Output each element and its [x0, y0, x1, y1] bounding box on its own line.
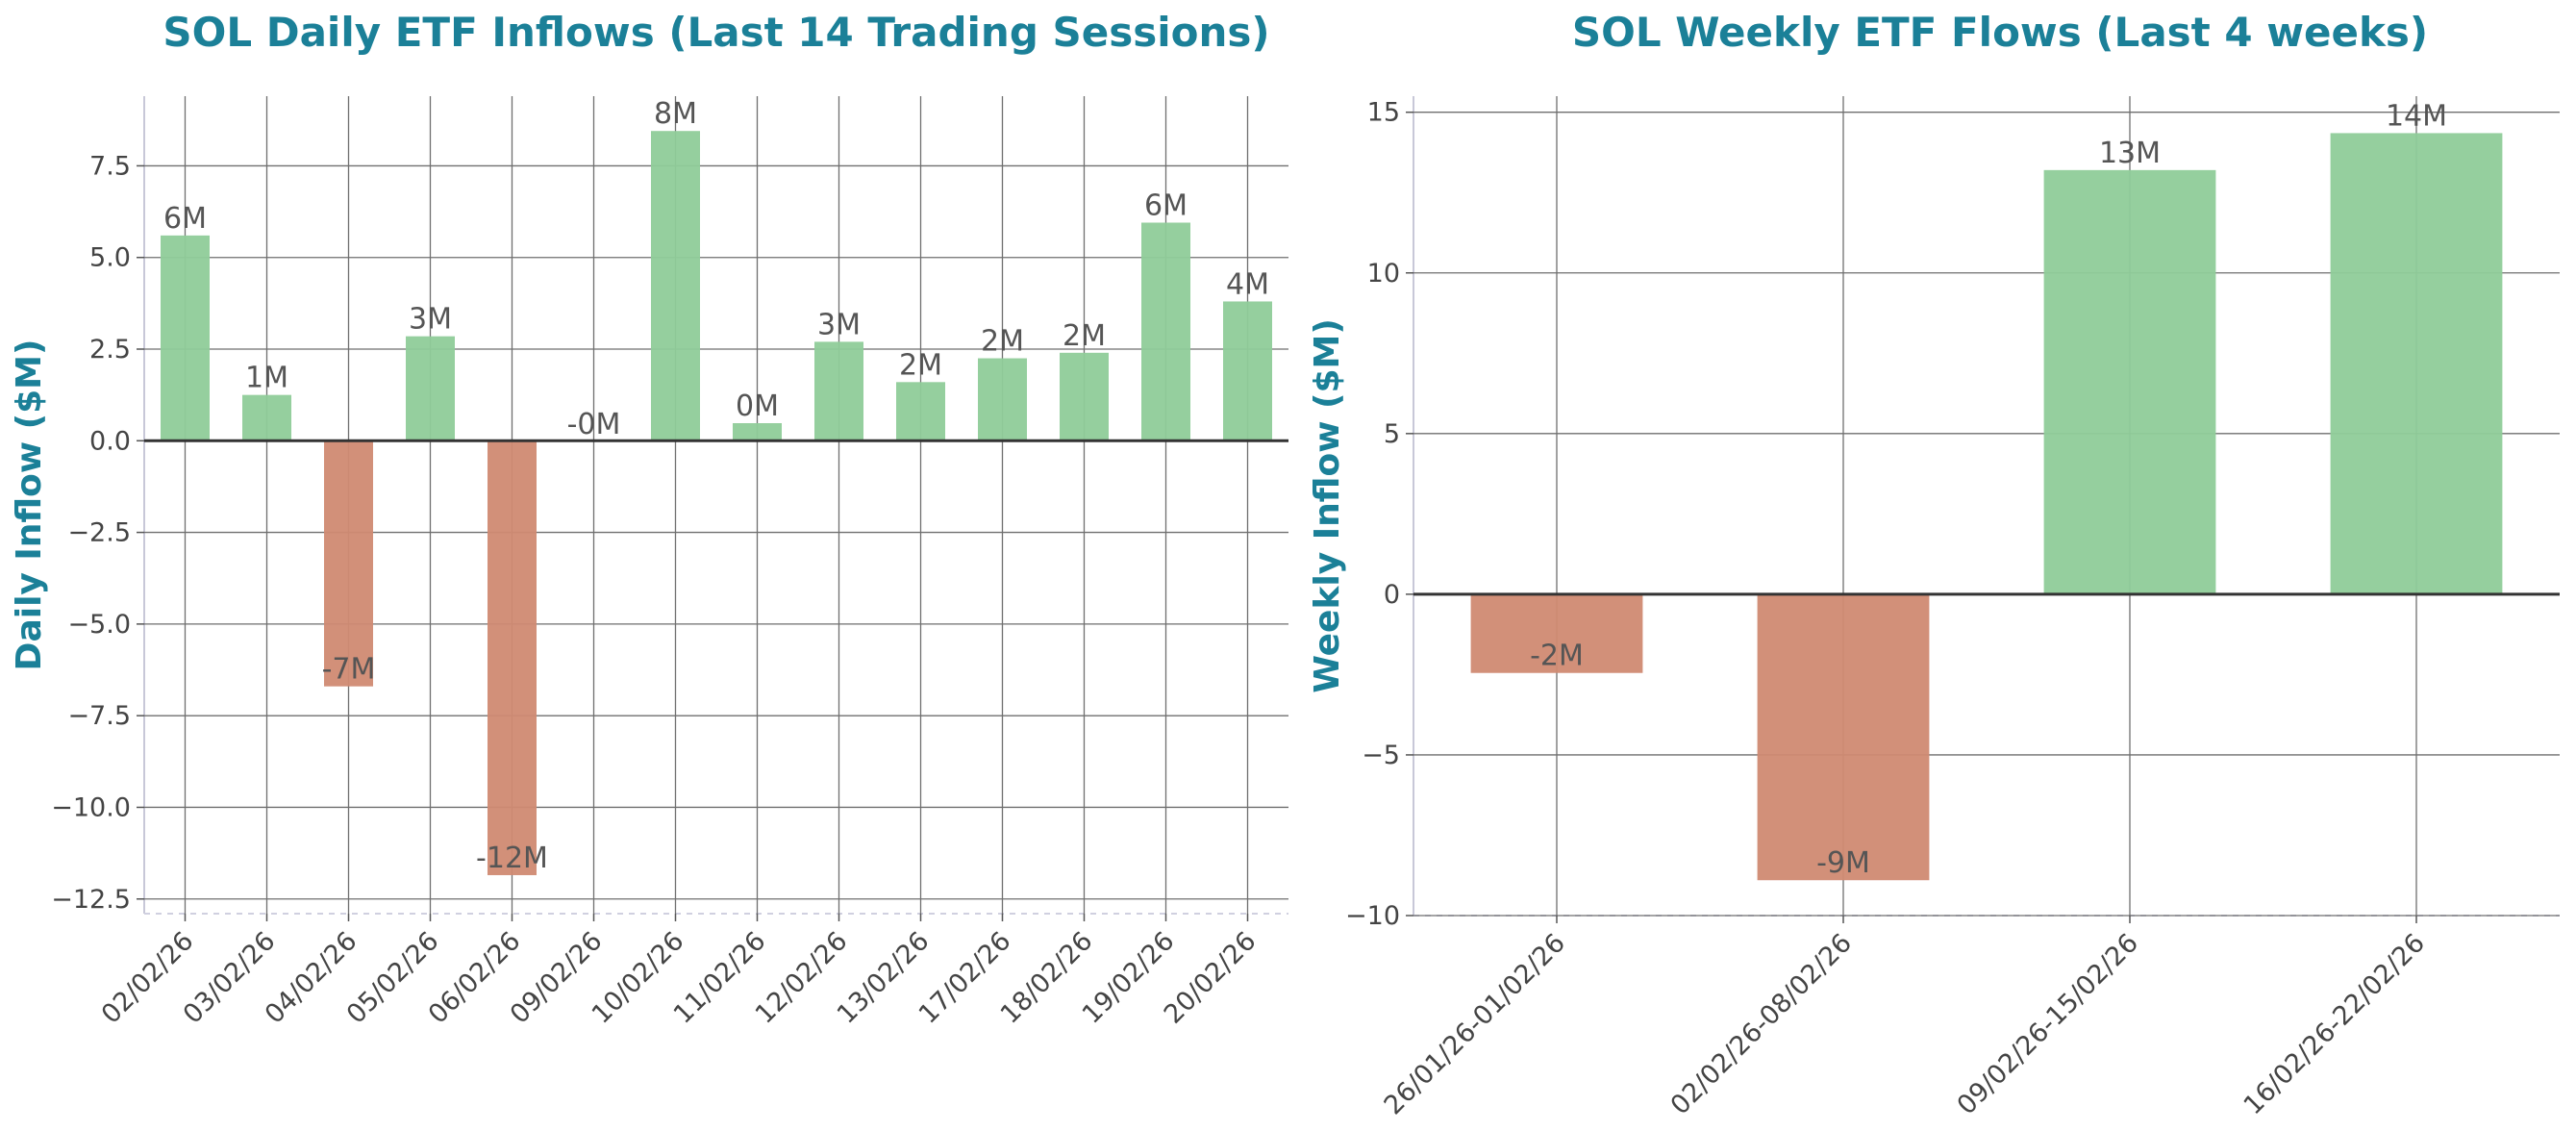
- data-label: -9M: [1816, 846, 1870, 880]
- data-label: 6M: [163, 202, 207, 236]
- y-tick-label: 10: [1367, 259, 1400, 289]
- y-tick-label: −2.5: [67, 518, 131, 548]
- y-tick-label: −12.5: [51, 885, 131, 915]
- data-label: 3M: [409, 303, 452, 337]
- data-label: 2M: [899, 348, 942, 382]
- y-tick-label: 15: [1367, 98, 1400, 128]
- bar-03/02/26: [242, 394, 291, 441]
- bar-26/01/26-01/02/26: [1470, 593, 1643, 673]
- bar-19/02/26: [1141, 222, 1190, 441]
- x-tick-label: 09/02/26-15/02/26: [1952, 928, 2144, 1120]
- y-tick-label: −10.0: [51, 792, 131, 822]
- y-tick-label: 0.0: [89, 426, 131, 456]
- x-tick-label: 16/02/26-22/02/26: [2238, 928, 2431, 1120]
- bar-06/02/26: [488, 440, 537, 875]
- chart-title: SOL Weekly ETF Flows (Last 4 weeks): [1572, 9, 2428, 56]
- bar-11/02/26: [733, 423, 782, 441]
- data-label: 2M: [1063, 319, 1106, 353]
- x-tick-label: 26/01/26-01/02/26: [1379, 928, 1571, 1120]
- y-tick-label: 5.0: [89, 243, 131, 273]
- data-label: 1M: [245, 362, 288, 395]
- bar-17/02/26: [978, 358, 1027, 441]
- data-label: -7M: [322, 653, 376, 687]
- bar-13/02/26: [896, 382, 945, 441]
- bar-12/02/26: [814, 341, 863, 441]
- bar-05/02/26: [406, 336, 455, 441]
- bar-10/02/26: [651, 131, 700, 441]
- bar-04/02/26: [324, 440, 373, 687]
- bar-02/02/26-08/02/26: [1757, 593, 1930, 881]
- y-tick-label: −7.5: [67, 701, 131, 731]
- y-tick-label: −5.0: [67, 610, 131, 640]
- data-label: 8M: [654, 97, 697, 131]
- y-tick-label: 5: [1384, 419, 1400, 449]
- bar-20/02/26: [1223, 301, 1272, 441]
- bar-18/02/26: [1060, 352, 1109, 441]
- chart-title: SOL Daily ETF Inflows (Last 14 Trading S…: [163, 9, 1269, 56]
- daily-inflows-chart: SOL Daily ETF Inflows (Last 14 Trading S…: [10, 9, 1288, 1030]
- y-axis-label: Daily Inflow ($M): [10, 339, 49, 671]
- y-tick-label: −5: [1362, 741, 1400, 770]
- bar-16/02/26-22/02/26: [2330, 133, 2503, 594]
- y-axis-label: Weekly Inflow ($M): [1308, 318, 1347, 693]
- weekly-flows-chart: SOL Weekly ETF Flows (Last 4 weeks) Weekl…: [1308, 9, 2560, 1120]
- y-tick-label: 2.5: [89, 335, 131, 364]
- data-label: 14M: [2386, 99, 2447, 133]
- data-label: -2M: [1530, 640, 1584, 673]
- data-label: 3M: [817, 308, 861, 341]
- y-tick-label: 7.5: [89, 151, 131, 181]
- data-label: -0M: [567, 408, 621, 441]
- x-tick-label: 02/02/26-08/02/26: [1665, 928, 1858, 1120]
- data-label: -12M: [476, 842, 548, 875]
- data-label: 4M: [1226, 267, 1269, 301]
- bar-09/02/26-15/02/26: [2043, 169, 2216, 594]
- y-tick-label: 0: [1384, 580, 1400, 610]
- data-label: 6M: [1144, 189, 1188, 223]
- data-label: 13M: [2099, 137, 2161, 170]
- data-label: 0M: [736, 390, 779, 423]
- y-tick-label: −10: [1345, 901, 1400, 931]
- data-label: 2M: [981, 325, 1024, 359]
- bar-02/02/26: [161, 235, 210, 441]
